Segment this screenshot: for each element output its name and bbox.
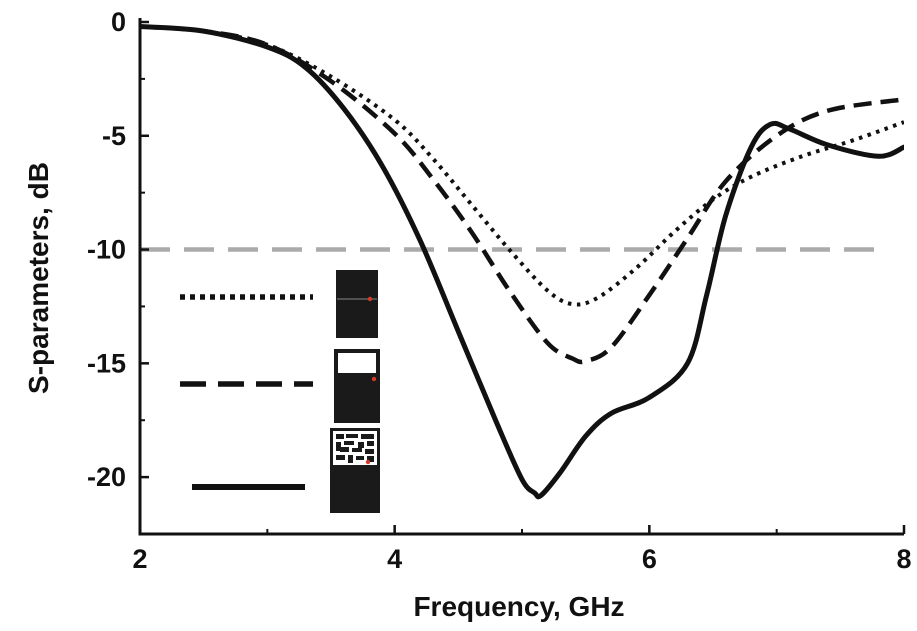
x-tick-label-2: 2 bbox=[132, 544, 147, 574]
inset-fractal-segment bbox=[367, 456, 374, 462]
y-axis-title: S-parameters, dB bbox=[23, 162, 54, 394]
inset-fractal-segment bbox=[344, 441, 354, 445]
y-tick-label--15: -15 bbox=[87, 348, 126, 378]
inset-fractal-segment bbox=[367, 441, 374, 446]
inset-slot-feed-point bbox=[371, 376, 377, 382]
inset-fractal-segment bbox=[365, 449, 374, 454]
axes bbox=[138, 18, 904, 536]
inset-fractal-segment bbox=[336, 434, 344, 439]
x-tick-label-8: 8 bbox=[896, 544, 911, 574]
inset-fractal-segment bbox=[352, 448, 362, 452]
inset-fractal-segment bbox=[336, 455, 345, 460]
series-line-dashed bbox=[140, 24, 904, 365]
inset-fractal-segment bbox=[346, 434, 358, 438]
x-tick-label-6: 6 bbox=[642, 544, 657, 574]
x-tick-label-4: 4 bbox=[387, 544, 402, 574]
inset-fractal-segment bbox=[348, 455, 353, 463]
y-tick-label--5: -5 bbox=[102, 121, 126, 151]
y-tick-label--10: -10 bbox=[87, 235, 126, 265]
inset-fractal-segment bbox=[358, 442, 364, 448]
y-tick-label-0: 0 bbox=[111, 7, 126, 37]
inset-fractal-feed-point bbox=[365, 459, 371, 465]
inset-slot-opening bbox=[338, 353, 376, 373]
y-tick-label--20: -20 bbox=[87, 462, 126, 492]
inset-fractal-segment bbox=[356, 456, 364, 460]
series-line-dotted bbox=[140, 24, 904, 307]
inset-fractal-segment bbox=[361, 434, 374, 439]
inset-plain-patch bbox=[336, 270, 378, 338]
x-axis-title: Frequency, GHz bbox=[413, 591, 624, 622]
series-line-solid bbox=[140, 24, 904, 500]
plot-marks bbox=[140, 24, 904, 500]
inset-fractal-segment bbox=[340, 447, 349, 452]
legend bbox=[180, 270, 380, 513]
ticks: 2 4 6 8 0 -5 -10 -15 -20 bbox=[87, 7, 912, 574]
inset-plain-feed-point bbox=[367, 296, 373, 302]
inset-fractal-segment bbox=[336, 442, 341, 451]
